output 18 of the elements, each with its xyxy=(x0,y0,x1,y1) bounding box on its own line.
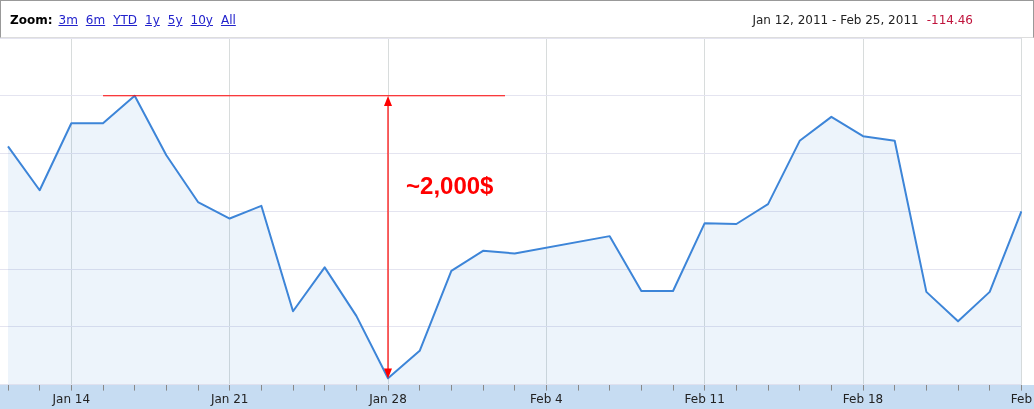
text: 1y xyxy=(145,13,160,27)
text: Zoom: xyxy=(10,13,53,27)
x-tick-label: Jan 28 xyxy=(368,391,407,406)
chart-subtitle: Jan 12, 2011 - Feb 25, 2011 xyxy=(752,13,919,27)
text: 10y xyxy=(190,13,213,27)
text: -114.46 xyxy=(926,13,973,27)
text: All xyxy=(220,13,236,27)
x-tick-label: Jan 21 xyxy=(209,391,249,406)
x-tick-label: Feb 11 xyxy=(684,391,725,406)
text: 3m xyxy=(58,13,78,27)
text: 6m xyxy=(85,13,106,27)
x-tick-label: Feb xyxy=(1010,391,1032,406)
x-tick-label: Feb 4 xyxy=(530,391,563,406)
x-tick-label: Jan 14 xyxy=(51,391,91,406)
text: 5y xyxy=(167,13,183,27)
x-tick-label: Feb 18 xyxy=(842,391,884,406)
annotation: ~2,000$ xyxy=(406,172,494,201)
text: YTD xyxy=(113,13,138,27)
